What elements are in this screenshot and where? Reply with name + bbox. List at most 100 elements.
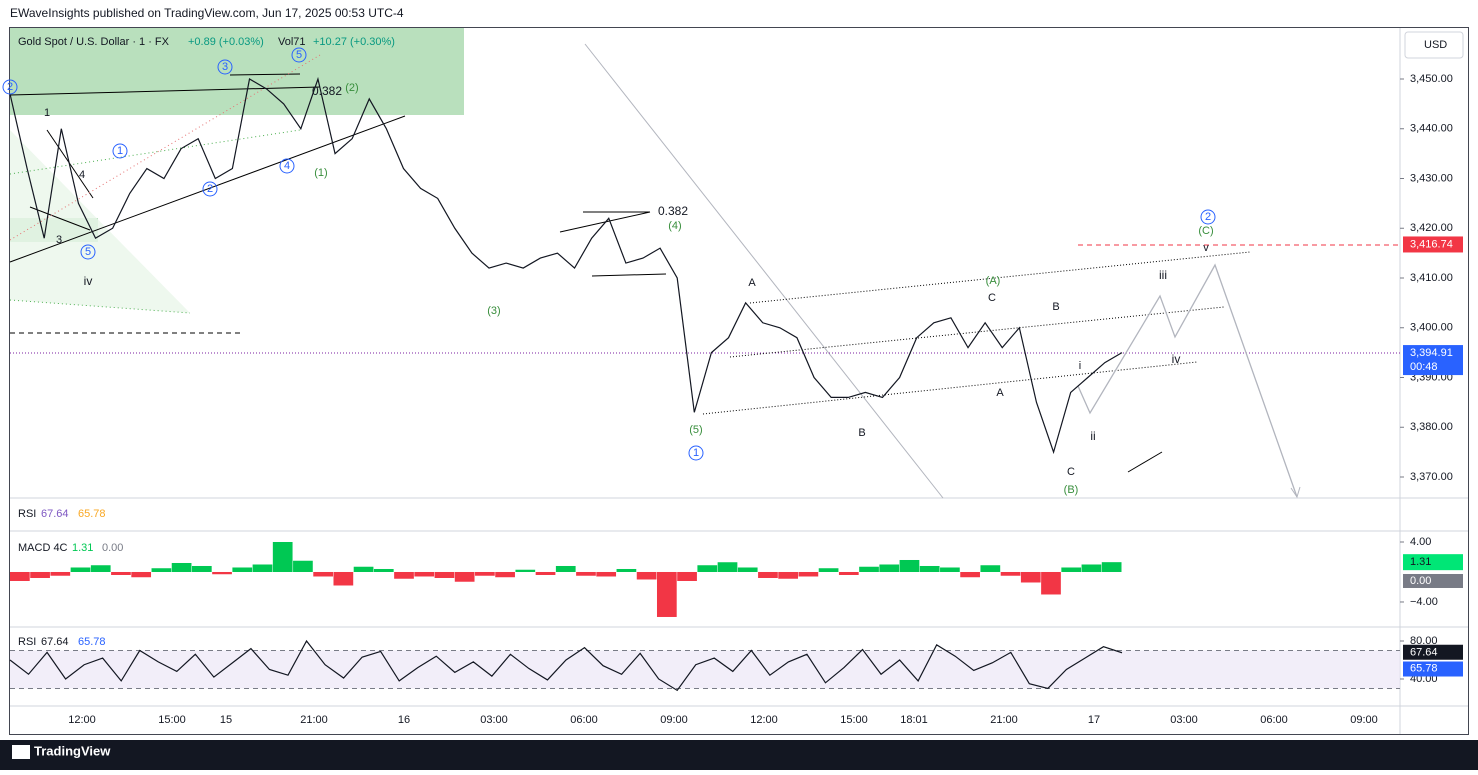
change: +0.89 (+0.03%) — [188, 36, 264, 48]
macd-bar — [737, 567, 758, 572]
time-label: 17 — [1088, 714, 1100, 726]
macd-bar — [980, 565, 1001, 572]
macd-bar — [697, 565, 718, 572]
wave-label: (3) — [487, 305, 500, 317]
macd-bar — [90, 565, 111, 572]
macd-bar — [596, 571, 617, 577]
price-tick-label: 3,370.00 — [1410, 471, 1453, 483]
wave-label: 2 — [1205, 211, 1211, 223]
macd-signal: 0.00 — [102, 542, 123, 554]
macd-tick-label: 4.00 — [1410, 536, 1431, 548]
price-tick-label: 3,420.00 — [1410, 222, 1453, 234]
wave-label: (A) — [986, 275, 1001, 287]
channel-line — [9, 54, 321, 241]
day-change: +10.27 (+0.30%) — [313, 36, 395, 48]
wave-label: 1 — [44, 107, 50, 119]
macd-bar — [313, 571, 333, 577]
rsi-line — [9, 639, 1123, 692]
macd-value: 1.31 — [72, 542, 93, 554]
time-label: 06:00 — [570, 714, 598, 726]
wave-circle — [688, 445, 704, 461]
price-tick-label: 3,400.00 — [1410, 322, 1453, 334]
rsi-value: 67.64 — [41, 508, 69, 520]
macd-tick-label: −4.00 — [1410, 596, 1438, 608]
macd-bar — [677, 571, 697, 581]
wave-label: 2 — [207, 183, 213, 195]
wave-label: iv — [84, 274, 93, 288]
macd-label: MACD 4C — [18, 542, 68, 554]
macd-tag — [1403, 554, 1463, 571]
wave-circle — [80, 244, 96, 260]
time-label: 06:00 — [1260, 714, 1288, 726]
macd-bar — [960, 571, 980, 578]
time-label: 21:00 — [990, 714, 1018, 726]
time-label: 21:00 — [300, 714, 328, 726]
wave-circle — [291, 47, 307, 63]
wave-label: (4) — [668, 220, 681, 232]
wave-circle — [217, 59, 233, 75]
macd-bar — [515, 569, 536, 572]
rsi-signal: 65.78 — [78, 508, 106, 520]
time-label: 03:00 — [480, 714, 508, 726]
macd-bar — [10, 571, 30, 581]
time-label: 09:00 — [660, 714, 688, 726]
macd-bar — [434, 571, 455, 578]
macd-bar — [495, 571, 515, 578]
macd-bar — [171, 562, 192, 572]
price-tick-label: 3,410.00 — [1410, 272, 1453, 284]
time-label: 15 — [220, 714, 232, 726]
rsi-value: 67.64 — [41, 636, 69, 648]
publish-info: EWaveInsights published on TradingView.c… — [10, 6, 404, 20]
wave-label: ii — [1090, 429, 1095, 443]
wave-label: A — [996, 387, 1004, 399]
time-label: 09:00 — [1350, 714, 1378, 726]
macd-bar — [131, 571, 152, 578]
frame — [9, 27, 1469, 735]
time-label: 03:00 — [1170, 714, 1198, 726]
rsi-label: RSI — [18, 636, 36, 648]
macd-bar — [555, 565, 576, 572]
macd-bar — [333, 571, 354, 586]
macd-bar — [1081, 564, 1102, 572]
trend-line — [9, 86, 321, 96]
rsi-tick-label: 80.00 — [1410, 635, 1438, 647]
wave-label: (C) — [1198, 225, 1213, 237]
macd-bar — [818, 568, 839, 572]
macd-bar — [151, 568, 172, 572]
trend-line — [29, 206, 91, 231]
rsi-band — [10, 650, 1400, 689]
macd-bar — [919, 565, 940, 572]
macd-bar — [616, 568, 637, 572]
trend-line — [9, 115, 406, 263]
trend-line — [229, 73, 301, 76]
macd-tag-label: 1.31 — [1410, 556, 1431, 568]
countdown: 00:48 — [1410, 361, 1438, 373]
wave-label: 0.382 — [658, 204, 688, 218]
price-tick-label: 3,380.00 — [1410, 421, 1453, 433]
macd-bar — [70, 567, 91, 572]
macd-bar — [252, 564, 273, 572]
macd-bar — [636, 571, 657, 580]
green-zone — [10, 28, 464, 115]
macd-bar — [758, 571, 778, 578]
wave-circle — [279, 158, 295, 174]
macd-bar — [778, 571, 799, 579]
rsi-tag-label: 67.64 — [1410, 647, 1438, 659]
macd-bar — [30, 571, 50, 578]
price-tag-label: 3,394.91 — [1410, 347, 1453, 359]
symbol: Gold Spot / U.S. Dollar · 1 · FX — [18, 36, 170, 48]
wave-label: 1 — [693, 447, 699, 459]
wave-label: iii — [1159, 268, 1167, 282]
wave-label: 2 — [7, 81, 13, 93]
rsi-label: RSI — [18, 508, 36, 520]
logo — [12, 745, 30, 759]
macd-bar — [940, 567, 960, 572]
wave-label: 5 — [296, 49, 302, 61]
time-label: 15:00 — [158, 714, 186, 726]
trend-line — [591, 273, 667, 277]
macd-bar — [293, 560, 313, 572]
currency-box[interactable] — [1404, 31, 1464, 59]
macd-bar — [899, 559, 920, 572]
price-tick-label: 3,430.00 — [1410, 172, 1453, 184]
